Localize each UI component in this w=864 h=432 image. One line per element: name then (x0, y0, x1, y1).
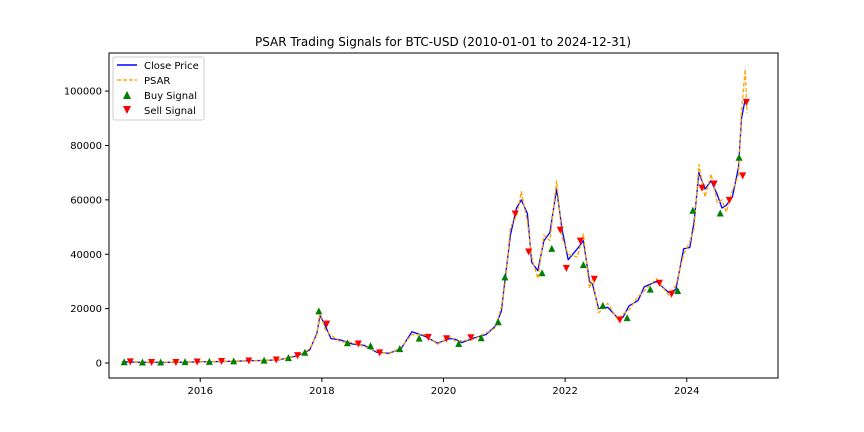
sell-signal-marker (562, 264, 570, 272)
buy-signal-marker (579, 261, 587, 269)
y-tick-label: 40000 (70, 250, 102, 261)
buy-signal-marker (716, 209, 724, 217)
y-tick-label: 100000 (64, 87, 102, 98)
sell-signal-marker (443, 335, 451, 343)
close-price-series-line (121, 98, 748, 363)
sell-signal-marker (218, 358, 226, 366)
sell-signal-marker (556, 226, 564, 234)
buy-signal-marker (315, 307, 323, 315)
x-tick-label: 2018 (309, 386, 334, 397)
x-tick-label: 2016 (188, 386, 213, 397)
legend-sell-signal-marker (123, 106, 131, 114)
legend-buy-signal-marker (123, 91, 131, 99)
y-tick-label: 20000 (70, 304, 102, 315)
buy-signal-marker (599, 301, 607, 309)
sell-signal-marker (710, 180, 718, 188)
y-axis: 0 20000 40000 60000 80000 100000 (64, 87, 109, 370)
sell-signal-marker (668, 290, 676, 298)
buy-signal-marker (455, 340, 463, 348)
sell-signal-marker (467, 334, 475, 342)
y-tick-label: 80000 (70, 141, 102, 152)
chart-title: PSAR Trading Signals for BTC-USD (2010-0… (255, 35, 631, 49)
buy-signal-marker (538, 269, 546, 277)
sell-signal-marker (424, 333, 432, 341)
buy-signal-marker (646, 285, 654, 293)
sell-signal-marker (616, 316, 624, 324)
legend-sell-signal-label: Sell Signal (144, 106, 196, 117)
sell-signal-marker (742, 98, 750, 106)
buy-signal-marker (415, 334, 423, 342)
sell-signal-marker (576, 237, 584, 245)
buy-signal-marker (230, 357, 238, 365)
buy-signal-marker (205, 357, 213, 365)
sell-signal-marker (698, 184, 706, 192)
legend-close-price-label: Close Price (144, 61, 199, 72)
buy-signal-marker (367, 342, 375, 350)
buy-signal-marker (674, 286, 682, 294)
buy-signal-marker (689, 206, 697, 214)
sell-signal-marker (272, 356, 280, 364)
buy-signal-marker (548, 244, 556, 252)
buy-signal-marker (477, 334, 485, 342)
legend-box (112, 56, 205, 121)
buy-signal-marker (494, 318, 502, 326)
legend-psar-label: PSAR (144, 76, 170, 87)
buy-signal-marker (301, 348, 309, 356)
y-tick-label: 60000 (70, 195, 102, 206)
sell-signal-marker (376, 349, 384, 357)
psar-series-line (121, 68, 748, 363)
y-tick-label: 0 (96, 359, 102, 370)
sell-signal-marker (193, 358, 201, 366)
plot-area-frame (108, 52, 779, 379)
x-tick-label: 2020 (431, 386, 456, 397)
sell-signal-marker (655, 279, 663, 287)
legend-buy-signal-label: Buy Signal (144, 91, 197, 102)
buy-signal-marker (138, 358, 146, 366)
sell-signal-marker (354, 340, 362, 348)
sell-signal-marker (725, 196, 733, 204)
sell-signal-marker (511, 210, 519, 218)
buy-signal-marker (181, 358, 189, 366)
sell-signal-marker (172, 358, 180, 366)
buy-signal-marker (260, 356, 268, 364)
x-tick-label: 2024 (674, 386, 699, 397)
buy-signal-marker (623, 314, 631, 322)
sell-signal-marker (739, 172, 747, 180)
buy-signal-marker (120, 358, 128, 366)
x-tick-label: 2022 (552, 386, 577, 397)
sell-signal-marker (245, 357, 253, 365)
sell-signal-marker (126, 358, 134, 366)
sell-signal-marker (525, 248, 533, 256)
sell-signal-marker (323, 320, 331, 328)
legend: Close Price PSAR Buy Signal Sell Signal (112, 56, 205, 121)
buy-signal-marker (501, 273, 509, 281)
buy-signal-marker (735, 153, 743, 161)
buy-signal-marker (157, 358, 165, 366)
buy-signal-marker (284, 354, 292, 362)
sell-signal-marker (148, 358, 156, 366)
sell-signal-marker (590, 275, 598, 283)
buy-signal-marker (396, 345, 404, 353)
sell-signal-marker (294, 352, 302, 360)
buy-signal-marker (343, 339, 351, 347)
x-axis: 2016 2018 2020 2022 2024 (188, 378, 699, 397)
